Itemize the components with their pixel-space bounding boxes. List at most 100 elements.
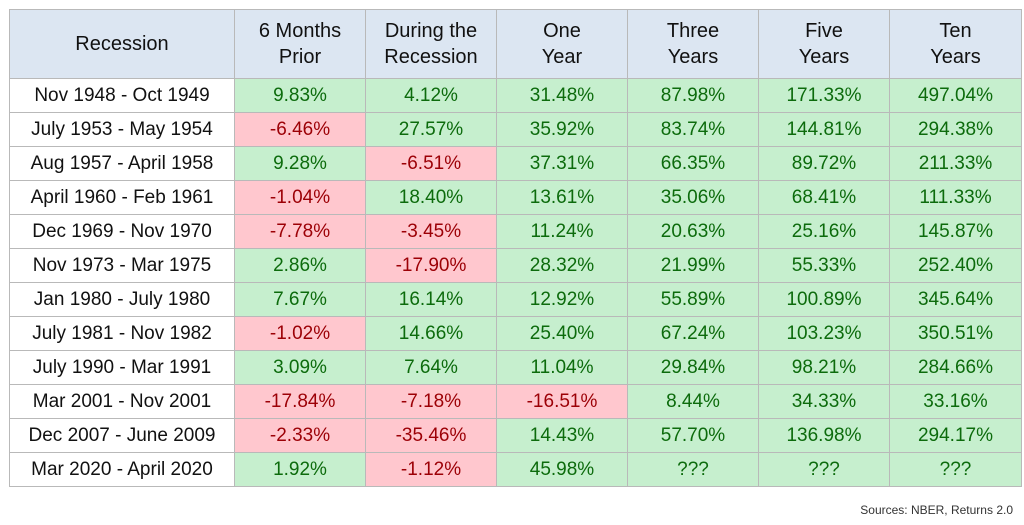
return-value-cell: 31.48% — [496, 78, 628, 113]
table-row: Dec 1969 - Nov 1970 -7.78% -3.45% 11.24% 20.… — [9, 214, 1022, 249]
return-value-cell: 145.87% — [889, 214, 1022, 249]
return-value-cell: -16.51% — [496, 384, 628, 419]
return-value-cell: -35.46% — [365, 418, 497, 453]
return-value-cell: 14.43% — [496, 418, 628, 453]
return-value-cell: 87.98% — [627, 78, 759, 113]
return-value-cell: -6.51% — [365, 146, 497, 181]
return-value-cell: 9.28% — [234, 146, 366, 181]
return-value-cell: ??? — [627, 452, 759, 487]
column-header-line: Recession — [384, 46, 478, 68]
return-value-cell: 14.66% — [365, 316, 497, 351]
return-value-cell: 35.06% — [627, 180, 759, 215]
return-value-cell: 3.09% — [234, 350, 366, 385]
table-row: Mar 2001 - Nov 2001 -17.84% -7.18% -16.51% 8… — [9, 384, 1022, 419]
column-header-line: Years — [930, 46, 981, 68]
recession-period-cell: Nov 1948 - Oct 1949 — [9, 78, 235, 113]
return-value-cell: -3.45% — [365, 214, 497, 249]
table-row: July 1990 - Mar 1991 3.09% 7.64% 11.04% 29.8… — [9, 350, 1022, 385]
return-value-cell: 4.12% — [365, 78, 497, 113]
recession-returns-table: Recession 6 Months Prior During the Recessio… — [9, 9, 1022, 487]
table-row: Dec 2007 - June 2009 -2.33% -35.46% 14.43% 5… — [9, 418, 1022, 453]
return-value-cell: 13.61% — [496, 180, 628, 215]
table-row: July 1981 - Nov 1982 -1.02% 14.66% 25.40% 67… — [9, 316, 1022, 351]
return-value-cell: 45.98% — [496, 452, 628, 487]
return-value-cell: 57.70% — [627, 418, 759, 453]
return-value-cell: 28.32% — [496, 248, 628, 283]
recession-period-cell: Aug 1957 - April 1958 — [9, 146, 235, 181]
return-value-cell: 83.74% — [627, 112, 759, 147]
return-value-cell: 211.33% — [889, 146, 1022, 181]
return-value-cell: 100.89% — [758, 282, 890, 317]
return-value-cell: -7.78% — [234, 214, 366, 249]
return-value-cell: 284.66% — [889, 350, 1022, 385]
column-header-line: 6 Months — [258, 20, 342, 42]
return-value-cell: 2.86% — [234, 248, 366, 283]
column-header: 6 Months Prior — [234, 9, 366, 79]
return-value-cell: 12.92% — [496, 282, 628, 317]
header-row: Recession 6 Months Prior During the Recessio… — [9, 9, 1022, 79]
column-header-line: One — [543, 20, 581, 42]
return-value-cell: 171.33% — [758, 78, 890, 113]
return-value-cell: 68.41% — [758, 180, 890, 215]
return-value-cell: 33.16% — [889, 384, 1022, 419]
column-header-line: Years — [798, 46, 850, 68]
table-row: Aug 1957 - April 1958 9.28% -6.51% 37.31% 66… — [9, 146, 1022, 181]
return-value-cell: ??? — [758, 452, 890, 487]
return-value-cell: 1.92% — [234, 452, 366, 487]
return-value-cell: 89.72% — [758, 146, 890, 181]
column-header: During the Recession — [365, 9, 497, 79]
recession-period-cell: Dec 1969 - Nov 1970 — [9, 214, 235, 249]
return-value-cell: 294.38% — [889, 112, 1022, 147]
column-header-line: Recession — [75, 33, 169, 55]
return-value-cell: 21.99% — [627, 248, 759, 283]
table-row: April 1960 - Feb 1961 -1.04% 18.40% 13.61% 3… — [9, 180, 1022, 215]
return-value-cell: -17.90% — [365, 248, 497, 283]
return-value-cell: 103.23% — [758, 316, 890, 351]
table-body: Nov 1948 - Oct 1949 9.83% 4.12% 31.48% 87.98… — [9, 78, 1022, 487]
column-header: Three Years — [627, 9, 759, 79]
return-value-cell: 136.98% — [758, 418, 890, 453]
column-header-line: Three — [666, 20, 720, 42]
return-value-cell: 144.81% — [758, 112, 890, 147]
column-header: Ten Years — [889, 9, 1022, 79]
return-value-cell: 16.14% — [365, 282, 497, 317]
return-value-cell: 98.21% — [758, 350, 890, 385]
recession-period-cell: Dec 2007 - June 2009 — [9, 418, 235, 453]
return-value-cell: 34.33% — [758, 384, 890, 419]
recession-period-cell: July 1953 - May 1954 — [9, 112, 235, 147]
return-value-cell: 11.24% — [496, 214, 628, 249]
recession-period-cell: July 1990 - Mar 1991 — [9, 350, 235, 385]
source-note: Sources: NBER, Returns 2.0 — [860, 503, 1013, 517]
return-value-cell: 111.33% — [889, 180, 1022, 215]
return-value-cell: -1.02% — [234, 316, 366, 351]
recession-period-cell: Jan 1980 - July 1980 — [9, 282, 235, 317]
table-row: Jan 1980 - July 1980 7.67% 16.14% 12.92% 55.… — [9, 282, 1022, 317]
return-value-cell: -6.46% — [234, 112, 366, 147]
table-row: Nov 1973 - Mar 1975 2.86% -17.90% 28.32% 21.… — [9, 248, 1022, 283]
recession-period-cell: Nov 1973 - Mar 1975 — [9, 248, 235, 283]
return-value-cell: ??? — [889, 452, 1022, 487]
return-value-cell: 7.67% — [234, 282, 366, 317]
column-header-line: Years — [667, 46, 719, 68]
recession-period-cell: July 1981 - Nov 1982 — [9, 316, 235, 351]
return-value-cell: 350.51% — [889, 316, 1022, 351]
return-value-cell: 7.64% — [365, 350, 497, 385]
return-value-cell: 55.89% — [627, 282, 759, 317]
recession-period-cell: Mar 2001 - Nov 2001 — [9, 384, 235, 419]
return-value-cell: 20.63% — [627, 214, 759, 249]
column-header-line: Year — [541, 46, 583, 68]
return-value-cell: 29.84% — [627, 350, 759, 385]
return-value-cell: 9.83% — [234, 78, 366, 113]
column-header: One Year — [496, 9, 628, 79]
return-value-cell: 25.40% — [496, 316, 628, 351]
column-header-line: Prior — [278, 46, 322, 68]
return-value-cell: 252.40% — [889, 248, 1022, 283]
column-header: Five Years — [758, 9, 890, 79]
table-row: Nov 1948 - Oct 1949 9.83% 4.12% 31.48% 87.98… — [9, 78, 1022, 113]
return-value-cell: 35.92% — [496, 112, 628, 147]
return-value-cell: 27.57% — [365, 112, 497, 147]
return-value-cell: -7.18% — [365, 384, 497, 419]
column-header-line: Five — [805, 20, 843, 42]
recession-period-cell: April 1960 - Feb 1961 — [9, 180, 235, 215]
table-row: July 1953 - May 1954 -6.46% 27.57% 35.92% 83… — [9, 112, 1022, 147]
